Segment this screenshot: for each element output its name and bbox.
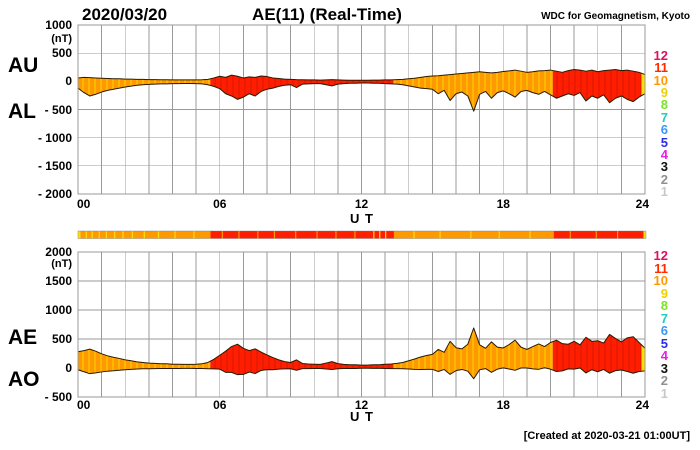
top-unit-label: (nT) <box>51 33 72 45</box>
xtick-label: 18 <box>496 398 510 412</box>
ytick-label: 1000 <box>45 303 72 317</box>
station-count-4: 4 <box>660 146 668 162</box>
ytick-label: - 500 <box>44 102 72 117</box>
plot-title: AE(11) (Real-Time) <box>252 5 402 24</box>
ao-axis-label: AO <box>8 368 40 391</box>
station-count-12: 12 <box>653 248 668 263</box>
ytick-label: 1500 <box>45 274 72 288</box>
ytick-label: 0 <box>65 361 72 375</box>
xtick-label: 18 <box>496 197 510 211</box>
au-axis-label: AU <box>8 54 39 77</box>
plot-date: 2020/03/20 <box>82 5 168 24</box>
station-count-11: 11 <box>654 260 668 276</box>
bottom-unit-label: (nT) <box>51 258 72 270</box>
station-count-6: 6 <box>660 122 668 138</box>
station-count-11: 11 <box>654 60 668 76</box>
station-count-6: 6 <box>660 323 668 339</box>
station-count-3: 3 <box>660 360 668 376</box>
created-note: [Created at 2020-03-21 01:00UT] <box>523 430 690 442</box>
top-ut-label: U T <box>350 211 374 226</box>
station-count-1: 1 <box>660 183 668 199</box>
station-count-9: 9 <box>660 285 668 301</box>
ytick-label: - 500 <box>44 390 72 404</box>
credit-label: WDC for Geomagnetism, Kyoto <box>541 11 690 22</box>
xtick-label: 06 <box>213 197 227 211</box>
station-count-legend-top: 12 11 10 9 8 7 6 5 4 3 2 1 <box>640 48 668 199</box>
station-count-1: 1 <box>660 385 668 401</box>
station-count-10: 10 <box>653 273 668 289</box>
xtick-label: 00 <box>77 197 91 211</box>
ytick-label: - 1500 <box>37 158 72 173</box>
station-count-9: 9 <box>660 85 668 101</box>
xtick-label: 00 <box>77 398 91 412</box>
ae-axis-label: AE <box>8 326 38 349</box>
station-count-2: 2 <box>660 171 668 187</box>
station-count-12: 12 <box>653 48 668 63</box>
ytick-label: - 2000 <box>37 187 72 201</box>
station-count-3: 3 <box>660 159 668 175</box>
station-count-legend-bottom: 12 11 10 9 8 7 6 5 4 3 2 1 <box>640 248 668 401</box>
xtick-label: 12 <box>354 197 369 211</box>
station-count-8: 8 <box>660 97 668 113</box>
ytick-label: - 1000 <box>37 130 72 145</box>
ytick-label: 2000 <box>45 245 72 259</box>
xtick-label: 12 <box>354 398 369 412</box>
bottom-ut-label: U T <box>350 409 374 424</box>
xtick-label: 24 <box>635 197 649 211</box>
xtick-label: 24 <box>635 398 649 412</box>
xtick-label: 06 <box>213 398 227 412</box>
station-count-10: 10 <box>653 72 668 88</box>
ytick-label: 0 <box>65 74 72 89</box>
ytick-label: 1000 <box>45 18 72 32</box>
station-count-7: 7 <box>660 310 668 326</box>
station-count-5: 5 <box>660 335 668 351</box>
station-count-4: 4 <box>660 348 668 364</box>
ytick-label: 500 <box>51 46 72 61</box>
station-count-2: 2 <box>660 373 668 389</box>
station-count-7: 7 <box>660 109 668 125</box>
station-count-5: 5 <box>660 134 668 150</box>
al-axis-label: AL <box>8 100 36 123</box>
ytick-label: 500 <box>51 332 72 346</box>
station-count-8: 8 <box>660 298 668 314</box>
